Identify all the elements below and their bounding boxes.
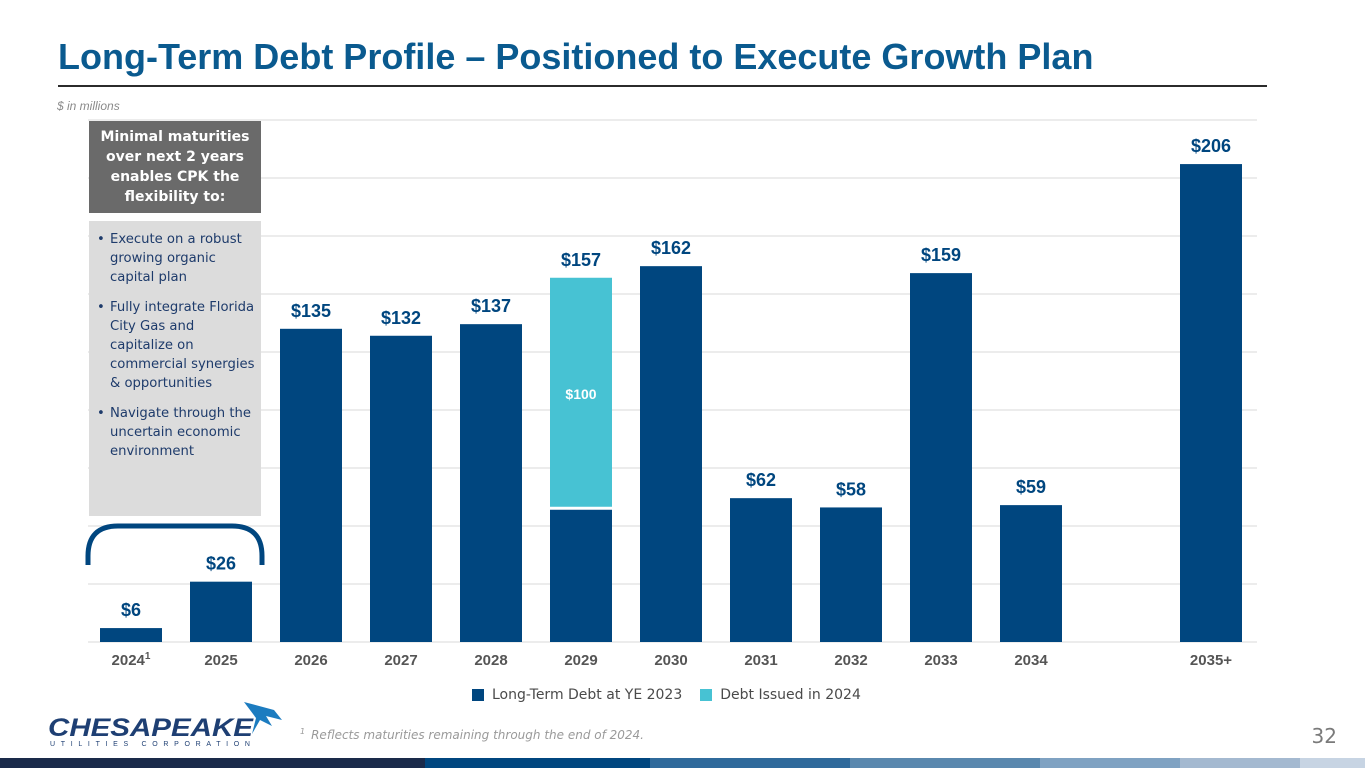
x-tick-label: 2026 <box>294 652 327 669</box>
total-data-label: $6 <box>121 600 141 620</box>
bar-ye2023-2024 <box>100 628 162 642</box>
x-tick-label: 2033 <box>924 652 957 669</box>
two-year-bracket <box>85 523 265 565</box>
bar-ye2023-2029 <box>550 509 612 642</box>
bar-ye2023-2034 <box>1000 505 1062 642</box>
callout-bullet: • Fully integrate Florida City Gas and c… <box>97 298 255 394</box>
total-data-label: $206 <box>1191 136 1231 156</box>
bar-ye2023-2035+ <box>1180 164 1242 642</box>
bar-ye2023-2031 <box>730 498 792 642</box>
bar-ye2023-2032 <box>820 507 882 642</box>
stripe-segment <box>1180 758 1300 768</box>
stripe-segment <box>1040 758 1180 768</box>
x-tick-label: 2028 <box>474 652 507 669</box>
chesapeake-logo: CHESAPEAKE UTILITIES CORPORATION <box>48 702 282 748</box>
x-tick-label: 2031 <box>744 652 777 669</box>
callout-bullet: • Navigate through the uncertain economi… <box>97 404 255 462</box>
total-data-label: $58 <box>836 479 866 499</box>
legend-item-ye2023: Long-Term Debt at YE 2023 <box>472 687 682 703</box>
title-divider <box>58 85 1267 87</box>
bars <box>100 164 1242 642</box>
bullet-icon: • <box>97 299 105 315</box>
logo-wordmark: CHESAPEAKE <box>48 714 255 742</box>
bullet-icon: • <box>97 405 105 421</box>
callout-bullet-text: Fully integrate Florida City Gas and cap… <box>110 299 255 392</box>
bar-ye2023-2028 <box>460 324 522 642</box>
units-note: $ in millions <box>57 99 120 113</box>
data-labels: $6 $26 $135 $132 $137 $100 $157 $162 $62 $58 $159 $… <box>121 136 1231 620</box>
bar-ye2023-2027 <box>370 335 432 642</box>
total-data-label: $62 <box>746 470 776 490</box>
bar-issued-2024-2029 <box>550 277 612 507</box>
stripe-segment <box>650 758 850 768</box>
legend-swatch-dark-blue <box>472 689 484 701</box>
x-tick-label: 20241 <box>112 651 151 669</box>
legend-item-issued-2024: Debt Issued in 2024 <box>700 687 861 703</box>
callout-heading: Minimal maturities over next 2 years ena… <box>89 121 261 213</box>
stripe-segment <box>850 758 1040 768</box>
stripe-segment <box>0 758 425 768</box>
total-data-label: $137 <box>471 296 511 316</box>
segment-data-label: $100 <box>565 386 596 402</box>
total-data-label: $162 <box>651 238 691 258</box>
bar-ye2023-2026 <box>280 328 342 642</box>
chart-legend: Long-Term Debt at YE 2023 Debt Issued in… <box>472 687 879 703</box>
total-data-label: $26 <box>206 554 236 574</box>
stripe-segment <box>425 758 650 768</box>
legend-label: Debt Issued in 2024 <box>720 687 861 703</box>
callout-heading-text: Minimal maturities over next 2 years ena… <box>100 129 250 205</box>
callout-bullet-text: Execute on a robust growing organic capi… <box>110 232 242 286</box>
bullet-icon: • <box>97 232 105 247</box>
total-data-label: $157 <box>561 250 601 270</box>
total-data-label: $59 <box>1016 477 1046 497</box>
x-tick-label: 2027 <box>384 652 417 669</box>
bar-ye2023-2033 <box>910 273 972 642</box>
stripe-segment <box>1300 758 1365 768</box>
legend-label: Long-Term Debt at YE 2023 <box>492 687 683 703</box>
callout-bullet-text: Navigate through the uncertain economic … <box>110 405 251 460</box>
osprey-wing-icon <box>244 702 282 734</box>
total-data-label: $135 <box>291 301 331 321</box>
x-tick-label: 2030 <box>654 652 687 669</box>
total-data-label: $159 <box>921 245 961 265</box>
x-tick-label: 2029 <box>564 652 597 669</box>
page-title: Long-Term Debt Profile – Positioned to E… <box>58 36 1094 77</box>
total-data-label: $132 <box>381 308 421 328</box>
footnote-marker: 1 <box>300 727 306 736</box>
debt-maturity-chart: $6 $26 $135 $132 $137 $100 $157 $162 $62 $58 $159 $… <box>85 119 1257 669</box>
page-number: 32 <box>1311 724 1337 748</box>
bar-ye2023-2025 <box>190 581 252 642</box>
x-tick-label: 2034 <box>1014 652 1048 669</box>
legend-swatch-teal <box>700 689 713 701</box>
logo-subtitle: UTILITIES CORPORATION <box>50 741 250 748</box>
footer-stripe <box>0 758 1365 768</box>
callout-bullets: • Execute on a robust growing organic ca… <box>89 221 261 516</box>
footnote: 1 Reflects maturities remaining through t… <box>300 727 644 742</box>
callout-bullet: • Execute on a robust growing organic ca… <box>97 230 255 288</box>
footnote-text: Reflects maturities remaining through th… <box>311 728 644 742</box>
bar-ye2023-2030 <box>640 266 702 642</box>
x-tick-label: 2032 <box>834 652 867 669</box>
x-axis-ticks: 20241 2025 2026 2027 2028 2029 2030 2031 2032 203… <box>112 651 1233 669</box>
x-tick-label: 2035+ <box>1190 652 1232 669</box>
x-tick-label: 2025 <box>204 652 237 669</box>
